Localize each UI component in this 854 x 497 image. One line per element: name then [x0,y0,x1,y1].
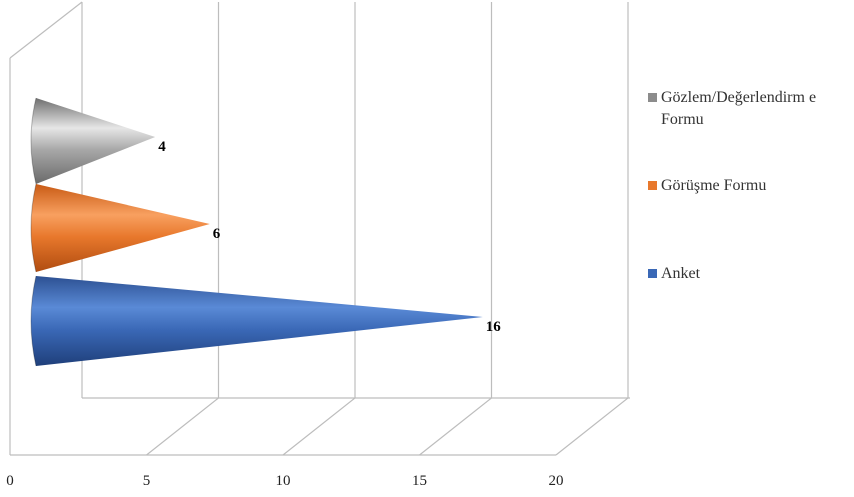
legend-label-gorusme: Görüşme Formu [661,177,767,194]
data-label-anket: 16 [486,319,502,335]
gridline-10 [282,2,356,456]
cone-base-gorusme-formu [30,183,37,273]
legend-label-anket: Anket [661,265,701,282]
x-tick-label-20: 20 [549,473,564,489]
gridlines [146,2,629,456]
side-wall-top-edge [9,1,83,59]
legend-swatch-anket [648,269,657,278]
gridline-20 [555,2,629,456]
cone-base-anket [30,275,37,367]
legend-item-gozlem: Gözlem/Değerlendirm e Formu [648,88,837,131]
legend-swatch-gorusme [648,181,657,190]
cone-body-anket [31,276,483,366]
data-label-gozlem-formu: 4 [158,139,166,155]
x-tick-label-15: 15 [412,473,427,489]
cones [30,97,483,367]
cone-body-gorusme-formu [31,184,210,272]
gridline-15 [419,2,493,456]
cone-base-gozlem-formu [30,97,37,185]
x-tick-label-10: 10 [276,473,291,489]
legend-swatch-gozlem [648,93,657,102]
legend-item-gorusme: Görüşme Formu [648,176,837,197]
cone-body-gozlem-formu [31,98,156,184]
cone-anket [30,275,483,367]
x-axis-ticks: 0 5 10 15 20 [6,473,563,489]
legend-label-gozlem: Gözlem/Değerlendirm e Formu [661,89,817,128]
gridline-5 [146,2,220,456]
data-label-gorusme-formu: 6 [213,226,221,242]
legend-item-anket: Anket [648,264,837,285]
cone-gozlem-formu [30,97,156,185]
x-tick-label-0: 0 [6,473,14,489]
x-tick-label-5: 5 [143,473,151,489]
cone-gorusme-formu [30,183,210,273]
